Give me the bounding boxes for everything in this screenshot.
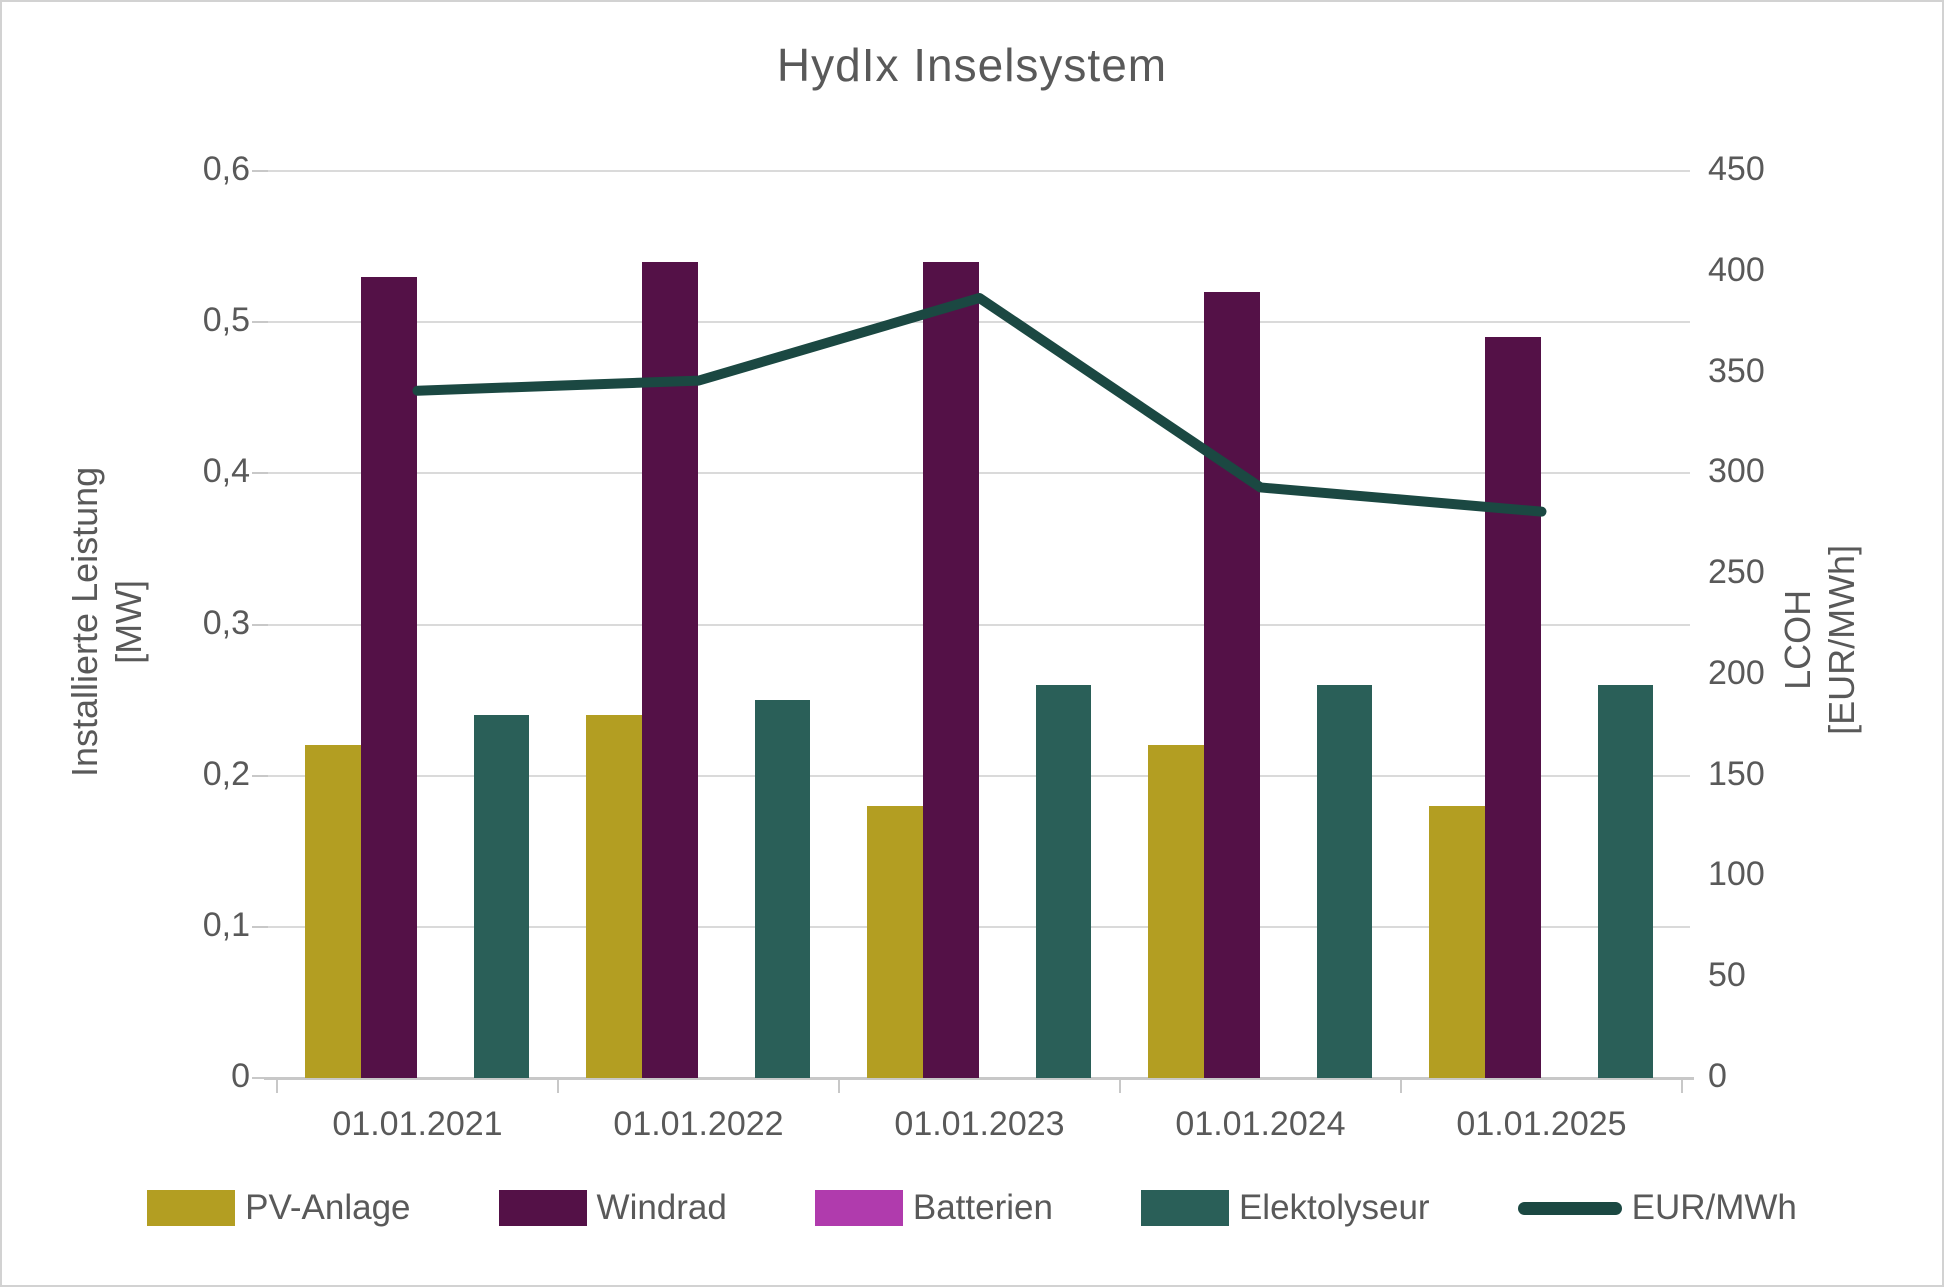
gridline	[268, 170, 1690, 172]
x-axis-tick	[1400, 1078, 1402, 1093]
bar-pv-anlage-2021	[305, 745, 361, 1078]
x-axis-tick	[838, 1078, 840, 1093]
right-axis-tick-label: 450	[1708, 150, 1765, 188]
bar-elektolyseur-2024	[1316, 684, 1373, 1078]
gridline	[268, 774, 1690, 777]
left-axis-tick-label: 0	[231, 1057, 250, 1095]
right-axis-tick-label: 250	[1708, 553, 1765, 592]
x-axis-tick	[1119, 1078, 1121, 1093]
legend-item-elektolyseur: Elektolyseur	[1140, 1188, 1430, 1228]
legend-swatch	[147, 1190, 236, 1226]
legend-label: Windrad	[596, 1188, 727, 1227]
legend-swatch	[498, 1190, 587, 1226]
left-axis-title: Installierte Leistung [MW]	[63, 302, 151, 942]
legend-item-pv-anlage: PV-Anlage	[147, 1188, 411, 1228]
legend-item-windrad: Windrad	[498, 1188, 727, 1228]
left-axis-title-line1: Installierte Leistung	[64, 466, 106, 777]
right-axis-title: LCOH [EUR/MWh]	[1776, 320, 1864, 960]
x-axis-label: 01.01.2021	[332, 1105, 503, 1143]
x-axis-label: 01.01.2024	[1175, 1105, 1346, 1143]
legend-item-eur-mwh: EUR/MWh	[1517, 1188, 1797, 1228]
legend-item-batterien: Batterien	[814, 1188, 1053, 1228]
left-axis-tick-label: 0,4	[202, 452, 250, 491]
bar-elektolyseur-2025	[1597, 684, 1654, 1078]
bar-pv-anlage-2025	[1429, 805, 1485, 1078]
legend-label: Elektolyseur	[1238, 1188, 1430, 1227]
x-axis-label: 01.01.2022	[613, 1105, 784, 1143]
gridline	[268, 925, 1690, 928]
left-axis-tick	[252, 774, 268, 777]
legend: PV-Anlage Windrad Batterien Elektolyseur EUR…	[2, 1188, 1942, 1228]
x-axis-tick	[276, 1078, 278, 1093]
right-axis-tick-label: 100	[1708, 855, 1765, 894]
legend-label: Batterien	[912, 1188, 1053, 1227]
x-axis-tick	[1681, 1078, 1683, 1093]
left-axis-tick	[252, 472, 268, 475]
legend-line-swatch	[1517, 1201, 1622, 1215]
bar-windrad-2025	[1485, 337, 1541, 1078]
x-axis-line	[264, 1077, 1694, 1080]
right-axis-tick-label: 150	[1708, 754, 1765, 793]
legend-label: PV-Anlage	[245, 1188, 411, 1227]
bar-pv-anlage-2023	[867, 805, 923, 1078]
gridline	[268, 472, 1690, 475]
left-axis-tick	[252, 623, 268, 626]
left-axis-tick	[252, 925, 268, 928]
x-axis-label: 01.01.2025	[1456, 1105, 1627, 1143]
bar-windrad-2021	[361, 276, 417, 1078]
bar-windrad-2023	[923, 261, 979, 1078]
eur-mwh-line	[412, 292, 1547, 517]
left-axis-tick-label: 0,1	[202, 905, 250, 944]
bar-elektolyseur-2023	[1035, 684, 1092, 1078]
right-axis-tick-label: 50	[1708, 956, 1746, 995]
left-axis-tick	[252, 1077, 268, 1079]
right-axis-title-line2: [EUR/MWh]	[1821, 544, 1862, 735]
bar-windrad-2024	[1204, 291, 1260, 1078]
left-axis-tick	[252, 321, 268, 324]
bar-pv-anlage-2022	[586, 715, 642, 1078]
left-axis-tick-label: 0,6	[202, 150, 250, 188]
left-axis-tick-label: 0,3	[202, 603, 250, 642]
bar-elektolyseur-2022	[754, 700, 811, 1078]
right-axis-tick-label: 200	[1708, 653, 1765, 692]
chart-title: HydIx Inselsystem	[776, 39, 1168, 91]
bar-pv-anlage-2024	[1148, 745, 1204, 1078]
left-axis-title-line2: [MW]	[108, 579, 149, 664]
bar-elektolyseur-2021	[473, 715, 530, 1078]
x-axis-label: 01.01.2023	[894, 1105, 1065, 1143]
gridline	[268, 321, 1690, 324]
left-axis-tick	[252, 170, 268, 172]
right-axis-tick-label: 350	[1708, 351, 1765, 390]
x-axis-tick	[557, 1078, 559, 1093]
right-axis-tick-label: 400	[1708, 250, 1765, 289]
right-axis-tick-label: 300	[1708, 452, 1765, 491]
legend-label: EUR/MWh	[1631, 1188, 1797, 1227]
right-axis-title-line1: LCOH	[1777, 589, 1819, 690]
legend-swatch	[1140, 1190, 1229, 1226]
right-axis-tick-label: 0	[1708, 1057, 1727, 1095]
bar-windrad-2022	[642, 261, 698, 1078]
gridline	[268, 623, 1690, 626]
legend-swatch	[814, 1190, 903, 1226]
left-axis-tick-label: 0,5	[202, 301, 250, 340]
left-axis-tick-label: 0,2	[202, 754, 250, 793]
